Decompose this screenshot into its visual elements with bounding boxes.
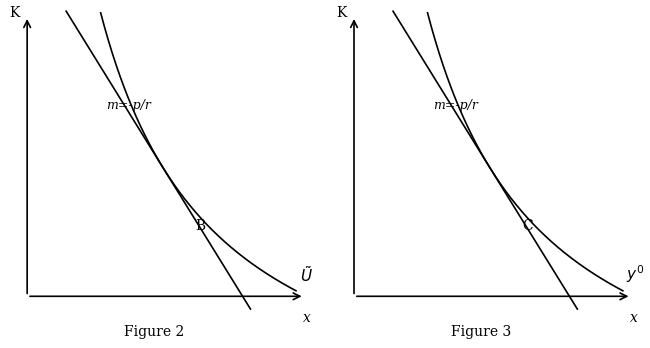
Text: $y^0$: $y^0$	[626, 263, 644, 285]
Text: m=-p/r: m=-p/r	[434, 99, 478, 112]
Text: x: x	[630, 310, 638, 325]
Text: x: x	[304, 310, 311, 325]
Text: K: K	[10, 6, 20, 20]
Text: Figure 3: Figure 3	[451, 325, 512, 339]
Text: $\tilde{U}$: $\tilde{U}$	[300, 265, 313, 285]
Text: C: C	[523, 219, 533, 233]
Text: K: K	[337, 6, 347, 20]
Text: m=-p/r: m=-p/r	[107, 99, 151, 112]
Text: Figure 2: Figure 2	[124, 325, 185, 339]
Text: B: B	[196, 219, 205, 233]
